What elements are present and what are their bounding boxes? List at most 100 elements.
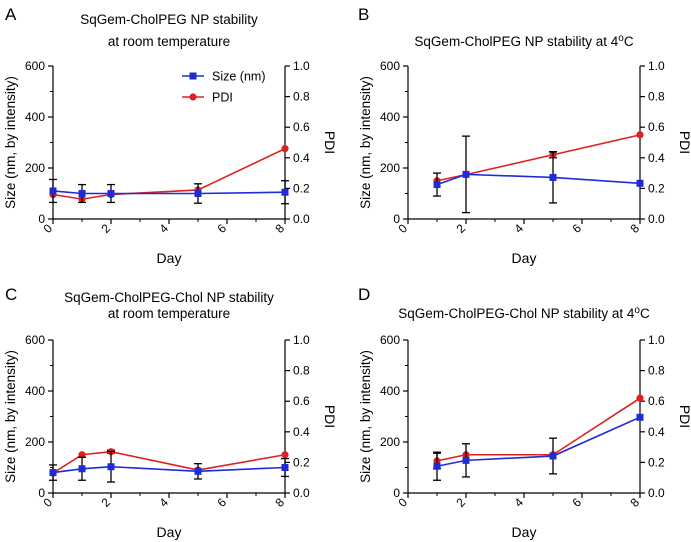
y2-tick-label: 0.8	[648, 364, 665, 378]
y2-axis-label: PDI	[322, 131, 338, 154]
y2-tick-label: 0.8	[293, 90, 310, 104]
chart-title-line: at room temperature	[108, 306, 230, 321]
size-data-point	[462, 170, 470, 178]
size-data-point	[49, 187, 57, 195]
y-tick-label: 0	[38, 486, 45, 500]
y-tick-label: 200	[380, 435, 400, 449]
size-data-point	[281, 464, 289, 471]
y2-tick-label: 0.2	[293, 181, 310, 195]
size-data-point	[433, 462, 441, 470]
y2-tick-label: 0.4	[648, 151, 665, 165]
size-data-point	[433, 181, 441, 189]
size-data-point	[49, 469, 57, 477]
y-axis-label: Size (nm, by intensity)	[3, 350, 18, 483]
panel-d: D SqGem-CholPEG-Chol NP stability at 4oC 0…	[358, 285, 691, 540]
y2-tick-label: 0.2	[648, 455, 665, 469]
chart-title-line: SqGem-CholPEG-Chol NP stability at 4oC	[398, 305, 650, 322]
panel-label: B	[358, 5, 369, 24]
y-tick-label: 600	[25, 59, 45, 73]
panel-b: B SqGem-CholPEG NP stability at 4oC 0 200 40…	[358, 5, 691, 266]
pdi-data-point	[78, 451, 86, 459]
legend-label: PDI	[212, 91, 233, 105]
y-tick-label: 600	[380, 333, 400, 347]
size-data-point	[462, 456, 470, 464]
size-series-line	[436, 416, 641, 468]
y2-tick-label: 1.0	[648, 333, 665, 347]
x-axis-label: Day	[157, 524, 182, 540]
y2-tick-label: 1.0	[648, 59, 665, 73]
y-tick-label: 0	[393, 486, 400, 500]
x-axis-label: Day	[157, 250, 182, 266]
y-tick-label: 600	[380, 59, 400, 73]
pdi-data-point	[281, 145, 289, 153]
size-data-point	[636, 179, 644, 187]
y2-tick-label: 0.0	[293, 212, 310, 226]
y-axis-label: Size (nm, by intensity)	[358, 350, 373, 483]
y2-tick-label: 0.2	[648, 181, 665, 195]
chart-title-line: SqGem-CholPEG NP stability	[80, 12, 258, 27]
y-axis-label: Size (nm, by intensity)	[3, 76, 18, 209]
pdi-data-point	[636, 131, 644, 139]
panel-label: A	[5, 5, 17, 24]
x-axis-label: Day	[512, 524, 537, 540]
size-series-line	[52, 465, 286, 474]
y2-tick-label: 0.8	[648, 90, 665, 104]
pdi-series-line	[436, 397, 641, 462]
size-data-point	[549, 173, 557, 181]
y2-tick-label: 0.4	[293, 151, 310, 165]
y2-tick-label: 0.6	[648, 120, 665, 134]
legend-marker-circle	[189, 93, 197, 101]
size-data-point	[636, 413, 644, 421]
size-data-point	[281, 188, 289, 196]
y2-tick-label: 0.4	[648, 425, 665, 439]
size-data-point	[107, 190, 115, 197]
x-axis-label: Day	[512, 250, 537, 266]
y-axis-label: Size (nm, by intensity)	[358, 76, 373, 209]
legend-marker-square	[189, 72, 197, 80]
y2-tick-label: 0.8	[293, 364, 310, 378]
size-series-line	[436, 173, 641, 186]
y-tick-label: 200	[25, 161, 45, 175]
y2-tick-label: 0.4	[293, 425, 310, 439]
y-tick-label: 200	[380, 161, 400, 175]
y-tick-label: 0	[393, 212, 400, 226]
pdi-series-line	[52, 147, 286, 200]
y-tick-label: 400	[25, 110, 45, 124]
pdi-data-point	[636, 394, 644, 402]
chart-title-line: SqGem-CholPEG-Chol NP stability	[64, 290, 274, 305]
y-tick-label: 0	[38, 212, 45, 226]
pdi-series-line	[436, 134, 641, 182]
y-tick-label: 200	[25, 435, 45, 449]
y-tick-label: 400	[380, 384, 400, 398]
y2-tick-label: 0.6	[648, 394, 665, 408]
size-data-point	[194, 467, 202, 475]
size-data-point	[78, 190, 86, 197]
y2-tick-label: 0.0	[648, 212, 665, 226]
size-data-point	[107, 463, 115, 471]
y2-tick-label: 0.0	[648, 486, 665, 500]
size-data-point	[78, 465, 86, 473]
y2-tick-label: 0.2	[293, 455, 310, 469]
size-data-point	[549, 452, 557, 460]
panel-label: D	[358, 285, 370, 304]
y-tick-label: 600	[25, 333, 45, 347]
size-data-point	[194, 190, 202, 197]
panel-label: C	[5, 285, 17, 304]
y2-tick-label: 0.6	[293, 120, 310, 134]
panel-a: A SqGem-CholPEG NP stability at room tempe…	[3, 5, 338, 266]
y2-tick-label: 0.0	[293, 486, 310, 500]
legend-label: Size (nm)	[212, 70, 265, 84]
pdi-data-point	[281, 451, 289, 459]
chart-title-line: SqGem-CholPEG NP stability at 4oC	[414, 33, 633, 50]
y2-tick-label: 1.0	[293, 333, 310, 347]
y2-tick-label: 1.0	[293, 59, 310, 73]
y2-axis-label: PDI	[677, 131, 691, 154]
y2-axis-label: PDI	[322, 405, 338, 428]
chart-title-line: at room temperature	[108, 34, 230, 49]
y-tick-label: 400	[380, 110, 400, 124]
y-tick-label: 400	[25, 384, 45, 398]
y2-tick-label: 0.6	[293, 394, 310, 408]
y2-axis-label: PDI	[677, 405, 691, 428]
